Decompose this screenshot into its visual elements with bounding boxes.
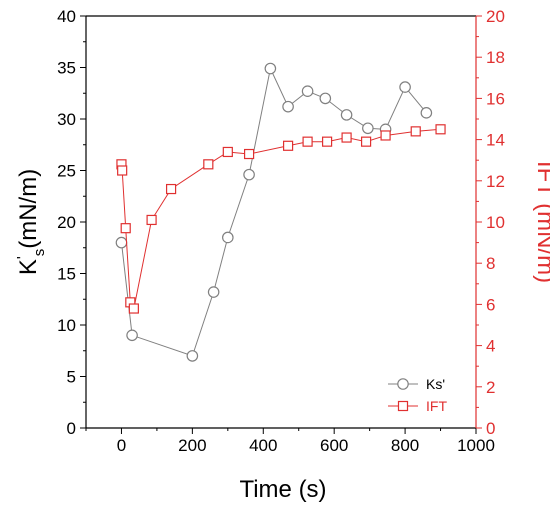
y-left-tick-label: 0 [67, 419, 76, 438]
data-point-ift [282, 140, 294, 151]
y-left-tick-label: 40 [57, 7, 76, 26]
data-point-ift [341, 132, 352, 143]
data-point-ift [360, 136, 372, 147]
y-right-tick-label: 8 [486, 254, 495, 273]
y-axis-right: 0 2 4 6 8 10 12 14 16 18 20 [476, 7, 505, 438]
data-point-ift [380, 130, 391, 141]
x-tick-label: 200 [178, 436, 206, 455]
legend-label-ks: Ks' [426, 376, 445, 392]
data-point-ks [319, 92, 332, 105]
y-axis-left: 0 5 10 15 20 25 30 35 40 [57, 7, 86, 438]
data-point-ks [222, 231, 234, 244]
y-right-tick-label: 0 [486, 419, 495, 438]
data-point-ift [410, 126, 421, 137]
legend: Ks' IFT [388, 376, 447, 414]
y-axis-left-title: K's(mN/m) [14, 169, 48, 275]
y-left-tick-label: 25 [57, 162, 76, 181]
data-point-ks [301, 85, 314, 97]
data-point-ks [340, 109, 353, 121]
data-point-ks [126, 329, 138, 342]
data-point-ks [186, 350, 199, 362]
data-point-ift [222, 146, 233, 158]
y-left-tick-label: 15 [57, 265, 76, 284]
legend-marker-ks [397, 378, 409, 390]
legend-marker-ift [397, 400, 409, 412]
x-tick-label: 400 [249, 436, 277, 455]
series-line-ift [121, 128, 441, 310]
data-point-ift [321, 136, 333, 147]
legend-label-ift: IFT [426, 398, 447, 414]
y-right-tick-label: 12 [486, 172, 505, 191]
data-point-ks [264, 62, 277, 75]
x-tick-label: 1000 [457, 436, 495, 455]
data-point-ks [420, 107, 433, 119]
y-right-tick-label: 4 [486, 337, 495, 356]
y-left-title-sup: ' [14, 256, 31, 259]
data-point-ift [165, 183, 177, 195]
data-point-ks [115, 236, 128, 249]
y-left-tick-label: 35 [57, 59, 76, 78]
y-right-tick-label: 16 [486, 89, 505, 108]
data-point-ift [146, 214, 157, 226]
x-axis: 0 200 400 600 800 1000 [85, 428, 495, 455]
series-line-ks [121, 66, 427, 357]
data-point-ift [302, 136, 313, 147]
data-point-ks [207, 286, 220, 298]
data-point-ks [243, 168, 255, 181]
data-point-ks [362, 122, 374, 135]
data-point-ift [128, 303, 139, 314]
x-tick-label: 0 [117, 436, 126, 455]
y-left-tick-label: 5 [67, 368, 76, 387]
x-tick-label: 800 [391, 436, 419, 455]
data-point-ift [120, 223, 131, 234]
x-axis-title: Time (s) [239, 476, 326, 503]
y-left-title-unit: (mN/m) [15, 169, 42, 249]
y-left-tick-label: 20 [57, 213, 76, 232]
y-right-tick-label: 10 [486, 213, 505, 232]
data-point-ift [117, 165, 128, 176]
y-left-title-base: K [15, 259, 42, 275]
data-point-ift [435, 124, 446, 135]
series-layer [115, 62, 446, 362]
data-point-ift [203, 159, 214, 170]
y-right-tick-label: 14 [486, 131, 505, 150]
data-point-ks [282, 100, 294, 113]
y-right-tick-label: 18 [486, 48, 505, 67]
y-right-tick-label: 6 [486, 295, 495, 314]
y-left-tick-label: 30 [57, 110, 76, 129]
y-axis-right-title: IFT (mN/m) [532, 161, 550, 283]
x-tick-label: 600 [320, 436, 348, 455]
y-right-tick-label: 2 [486, 378, 495, 397]
plot-area [85, 15, 477, 429]
y-left-title-sub: s [31, 249, 48, 257]
data-point-ks [399, 81, 411, 93]
data-point-ift [243, 148, 255, 160]
y-left-tick-label: 10 [57, 316, 76, 335]
y-right-tick-label: 20 [486, 7, 505, 26]
